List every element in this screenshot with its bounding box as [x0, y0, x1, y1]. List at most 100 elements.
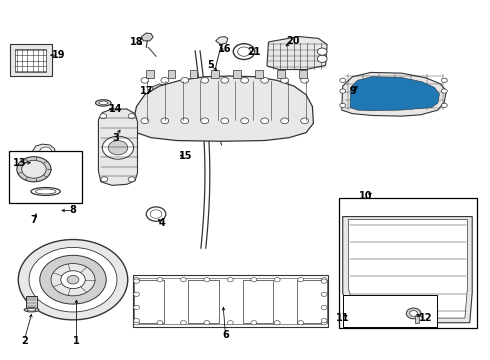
Bar: [168, 70, 175, 78]
Circle shape: [241, 118, 248, 124]
Circle shape: [134, 292, 140, 296]
Ellipse shape: [35, 189, 56, 194]
Circle shape: [251, 320, 257, 325]
Circle shape: [51, 264, 95, 296]
Circle shape: [128, 177, 135, 182]
Circle shape: [221, 77, 229, 83]
Circle shape: [102, 136, 134, 159]
Bar: [134, 280, 164, 323]
Text: 8: 8: [70, 206, 76, 216]
Circle shape: [261, 118, 269, 124]
Bar: [146, 70, 154, 78]
Circle shape: [161, 77, 169, 83]
Ellipse shape: [27, 309, 36, 311]
Bar: [188, 280, 219, 323]
Ellipse shape: [31, 188, 60, 195]
Polygon shape: [30, 159, 37, 163]
Circle shape: [318, 55, 327, 62]
Circle shape: [238, 47, 250, 56]
Text: 19: 19: [51, 50, 65, 60]
Polygon shape: [348, 220, 467, 318]
Bar: [26, 296, 37, 309]
Text: 2: 2: [21, 336, 27, 346]
Text: 5: 5: [207, 60, 214, 70]
Circle shape: [233, 44, 255, 59]
Text: 16: 16: [218, 44, 231, 54]
Polygon shape: [216, 37, 228, 44]
Circle shape: [134, 278, 140, 282]
Bar: [133, 275, 328, 327]
Bar: [299, 70, 307, 78]
Circle shape: [180, 278, 186, 282]
Circle shape: [61, 271, 85, 289]
Text: 10: 10: [360, 191, 373, 201]
Circle shape: [101, 177, 108, 182]
Circle shape: [40, 255, 106, 304]
Circle shape: [201, 77, 209, 83]
Circle shape: [318, 48, 327, 55]
Circle shape: [181, 118, 189, 124]
Text: 9: 9: [349, 86, 356, 96]
Polygon shape: [342, 72, 446, 116]
Text: 11: 11: [336, 313, 349, 323]
Circle shape: [281, 118, 289, 124]
Circle shape: [134, 305, 140, 310]
Circle shape: [321, 319, 327, 323]
Circle shape: [67, 275, 79, 284]
Bar: [9, 151, 82, 203]
Circle shape: [181, 77, 189, 83]
Polygon shape: [350, 77, 440, 111]
Circle shape: [221, 118, 229, 124]
Bar: [277, 70, 285, 78]
Text: 13: 13: [13, 158, 26, 168]
Circle shape: [441, 78, 447, 82]
Circle shape: [321, 320, 327, 325]
Circle shape: [241, 77, 248, 83]
Bar: [15, 49, 46, 72]
Circle shape: [100, 114, 107, 119]
Circle shape: [298, 278, 304, 282]
Bar: [233, 70, 241, 78]
Bar: [343, 295, 437, 327]
Circle shape: [18, 239, 128, 320]
Text: 18: 18: [130, 37, 144, 47]
Polygon shape: [133, 76, 314, 141]
Circle shape: [227, 320, 233, 325]
Ellipse shape: [96, 100, 111, 106]
Circle shape: [340, 103, 345, 108]
Circle shape: [40, 147, 51, 156]
Bar: [255, 70, 263, 78]
Circle shape: [301, 77, 309, 83]
Bar: [190, 70, 197, 78]
Circle shape: [340, 89, 345, 93]
Circle shape: [201, 118, 209, 124]
Polygon shape: [152, 84, 166, 91]
Circle shape: [406, 308, 421, 319]
Circle shape: [261, 77, 269, 83]
Circle shape: [410, 311, 417, 316]
Circle shape: [441, 89, 447, 93]
Bar: [415, 316, 419, 323]
Circle shape: [141, 118, 149, 124]
Circle shape: [147, 207, 166, 221]
Bar: [137, 278, 324, 324]
Circle shape: [321, 292, 327, 296]
Circle shape: [161, 118, 169, 124]
Ellipse shape: [24, 308, 39, 312]
Circle shape: [274, 278, 280, 282]
Circle shape: [301, 118, 309, 124]
Text: 1: 1: [73, 336, 80, 346]
Circle shape: [204, 320, 210, 325]
Circle shape: [298, 320, 304, 325]
Text: 3: 3: [112, 133, 119, 143]
Bar: [297, 280, 327, 323]
Circle shape: [180, 320, 186, 325]
Circle shape: [29, 247, 117, 312]
Circle shape: [128, 114, 135, 119]
Circle shape: [227, 278, 233, 282]
Circle shape: [321, 278, 327, 282]
Bar: [339, 198, 477, 328]
Circle shape: [134, 320, 140, 325]
Text: 4: 4: [159, 218, 165, 228]
Circle shape: [281, 77, 289, 83]
